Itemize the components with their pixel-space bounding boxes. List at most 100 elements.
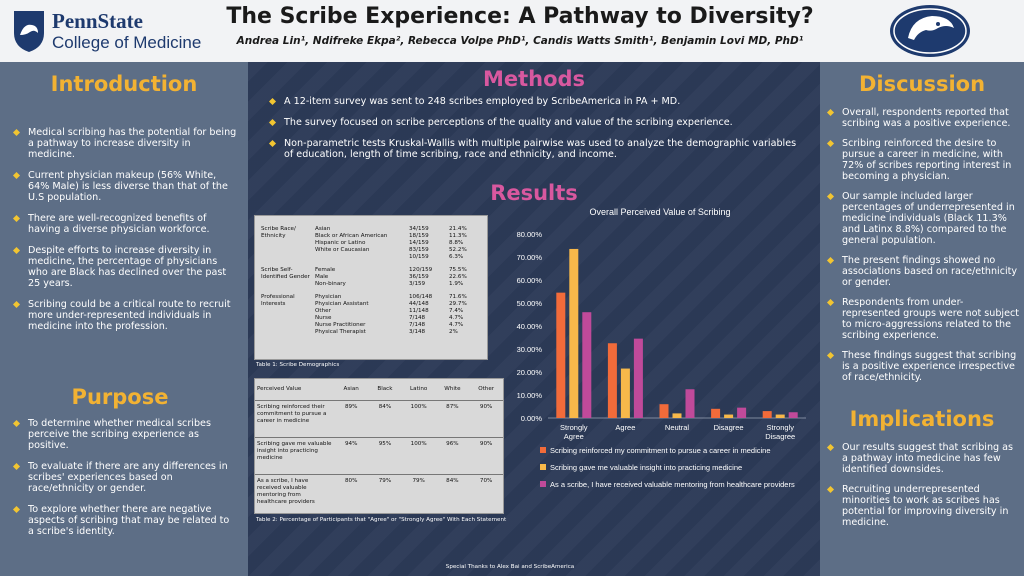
group-label: Professional Interests xyxy=(261,294,295,307)
implications-bullet: Recruiting underrepresented minorities t… xyxy=(824,484,1020,528)
y-tick-label: 80.00% xyxy=(517,230,543,239)
penn-state-logo: PennState College of Medicine xyxy=(12,6,202,56)
group-count: 10/159 xyxy=(409,254,429,260)
table-cell: 79% xyxy=(378,478,392,484)
implications-list: Our results suggest that scribing as a p… xyxy=(824,442,1020,537)
demographics-group-row: Scribe Self-Identified Gender Female Male N… xyxy=(261,267,481,288)
bar xyxy=(685,389,695,418)
group-percent: 52.2% xyxy=(449,247,467,253)
group-items: Physician Physician Assistant Other Nurse Nu… xyxy=(315,294,409,336)
table-cell: 90% xyxy=(479,404,493,410)
y-tick-label: 0.00% xyxy=(521,414,543,423)
legend-swatch xyxy=(540,464,546,470)
x-tick-label: Agree xyxy=(564,432,584,441)
group-count: 120/159 xyxy=(409,267,433,273)
group-item: Nurse xyxy=(315,315,332,321)
table-row: Scribing reinforced their commitment to … xyxy=(255,401,503,438)
discussion-bullet: Respondents from under-represented group… xyxy=(824,297,1020,341)
legend-item: As a scribe, I have received valuable me… xyxy=(540,480,810,489)
table2-caption: Table 2: Percentage of Participants that… xyxy=(256,517,507,523)
group-item: Hispanic or Latino xyxy=(315,240,366,246)
discussion-list: Overall, respondents reported that scrib… xyxy=(824,107,1020,392)
group-count: 11/148 xyxy=(409,308,429,314)
bar xyxy=(672,413,682,418)
table-cell: 100% xyxy=(410,441,427,447)
methods-title: Methods xyxy=(482,67,586,91)
group-count: 36/159 xyxy=(409,274,429,280)
x-tick-label: Strongly xyxy=(560,423,588,432)
bar xyxy=(737,407,747,418)
y-tick-label: 20.00% xyxy=(517,368,543,377)
methods-bullet: A 12-item survey was sent to 248 scribes… xyxy=(266,96,806,107)
group-item: Nurse Practitioner xyxy=(315,322,366,328)
group-count: 3/159 xyxy=(409,281,426,287)
bar xyxy=(556,292,566,418)
group-percent: 75.5% xyxy=(449,267,467,273)
introduction-title: Introduction xyxy=(50,72,198,96)
group-item: White or Caucasian xyxy=(315,247,370,253)
group-percent: 22.6% xyxy=(449,274,467,280)
group-count: 3/148 xyxy=(409,329,426,335)
nittany-lion-logo-icon xyxy=(890,5,970,57)
x-tick-label: Neutral xyxy=(665,423,690,432)
discussion-bullet: Scribing reinforced the desire to pursue… xyxy=(824,138,1020,182)
x-tick-label: Disagree xyxy=(765,432,795,441)
chart-title: Overall Perceived Value of Scribing xyxy=(589,207,731,217)
table-cell: 80% xyxy=(344,478,358,484)
penn-state-shield-icon xyxy=(14,11,44,52)
legend-label: Scribing gave me valuable insight into p… xyxy=(550,463,743,472)
group-percent: 1.9% xyxy=(449,281,464,287)
bar xyxy=(762,411,772,418)
group-item: Physical Therapist xyxy=(315,329,366,335)
table-header-cell: Other xyxy=(478,386,495,392)
discussion-bullet: These findings suggest that scribing is … xyxy=(824,350,1020,383)
table-header-cell: Latino xyxy=(410,386,428,392)
bar xyxy=(724,414,734,418)
legend-label: As a scribe, I have received valuable me… xyxy=(550,480,795,489)
y-tick-label: 70.00% xyxy=(517,253,543,262)
table-cell: 79% xyxy=(412,478,425,484)
group-percent: 29.7% xyxy=(449,301,467,307)
group-item: Physician Assistant xyxy=(315,301,369,307)
group-label: Scribe Self-Identified Gender xyxy=(261,267,310,280)
table-row: Scribing gave me valuable insight into p… xyxy=(255,438,503,475)
group-count: 7/148 xyxy=(409,322,426,328)
methods-bullet: Non-parametric tests Kruskal-Wallis with… xyxy=(266,138,806,160)
table-cell: Scribing reinforced their commitment to … xyxy=(257,404,327,424)
group-item: Asian xyxy=(315,226,331,232)
methods-bullet: The survey focused on scribe perceptions… xyxy=(266,117,806,128)
demographics-group-row: Professional Interests Physician Physician… xyxy=(261,294,481,336)
perceived-value-table: Perceived Value Asian Black Latino White Othe… xyxy=(254,378,504,514)
group-item: Female xyxy=(315,267,336,273)
bar xyxy=(582,312,592,418)
group-percent: 6.3% xyxy=(449,254,464,260)
group-count: 18/159 xyxy=(409,233,429,239)
bar xyxy=(607,343,617,418)
purpose-bullet: To explore whether there are negative as… xyxy=(10,504,238,537)
implications-title: Implications xyxy=(849,407,995,431)
table-header-cell: Black xyxy=(377,386,393,392)
logo-line-2: College of Medicine xyxy=(52,33,202,52)
discussion-bullet: The present findings showed no associati… xyxy=(824,255,1020,288)
y-tick-label: 50.00% xyxy=(517,299,543,308)
acknowledgement-text: Special Thanks to Alex Bai and ScribeAme… xyxy=(445,564,575,570)
discussion-bullet: Our sample included larger percentages o… xyxy=(824,191,1020,246)
group-count: 83/159 xyxy=(409,247,429,253)
table-cell: 70% xyxy=(479,478,493,484)
bar xyxy=(788,412,798,418)
table-cell: 84% xyxy=(378,404,392,410)
group-percents: 71.6% 29.7% 7.4% 4.7% 4.7% 2% xyxy=(449,294,479,336)
group-count: 44/148 xyxy=(409,301,429,307)
group-count: 14/159 xyxy=(409,240,429,246)
group-items: Asian Black or African American Hispanic o… xyxy=(315,226,409,261)
group-item: Male xyxy=(315,274,329,280)
group-count: 7/148 xyxy=(409,315,426,321)
group-percents: 75.5% 22.6% 1.9% xyxy=(449,267,479,288)
bar xyxy=(711,408,721,418)
x-tick-label: Strongly xyxy=(766,423,794,432)
table-header-cell: Perceived Value xyxy=(257,386,302,392)
group-count: 34/159 xyxy=(409,226,429,232)
table-cell: 87% xyxy=(446,404,459,410)
introduction-bullet: There are well-recognized benefits of ha… xyxy=(10,213,238,235)
group-label: Scribe Race/ Ethnicity xyxy=(261,226,296,239)
